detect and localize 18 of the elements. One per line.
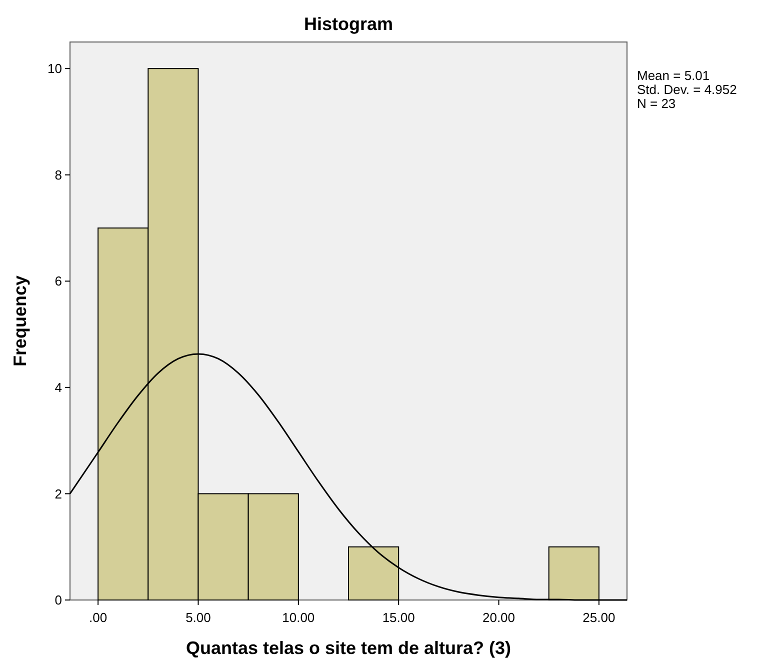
x-tick-label: 20.00: [482, 610, 516, 625]
y-axis-title: Frequency: [10, 275, 30, 367]
x-tick-label: 5.00: [186, 610, 211, 625]
text: Mean = 5.01: [637, 68, 710, 83]
text: N = 23: [637, 96, 676, 111]
x-tick-label: 15.00: [382, 610, 415, 625]
y-tick-label: 8: [54, 167, 62, 182]
x-tick-label: 25.00: [582, 610, 616, 625]
x-axis-title: Quantas telas o site tem de altura? (3): [186, 638, 512, 658]
y-tick-label: 0: [54, 592, 62, 608]
y-tick-label: 10: [48, 61, 62, 76]
x-tick-label: 10.00: [282, 610, 315, 625]
y-tick-label: 2: [54, 486, 62, 502]
x-tick-label: .00: [89, 610, 108, 625]
y-tick-label: 4: [54, 380, 62, 395]
chart-title: Histogram: [304, 14, 394, 34]
text: Std. Dev. = 4.952: [637, 82, 737, 97]
y-tick-label: 6: [54, 274, 62, 289]
